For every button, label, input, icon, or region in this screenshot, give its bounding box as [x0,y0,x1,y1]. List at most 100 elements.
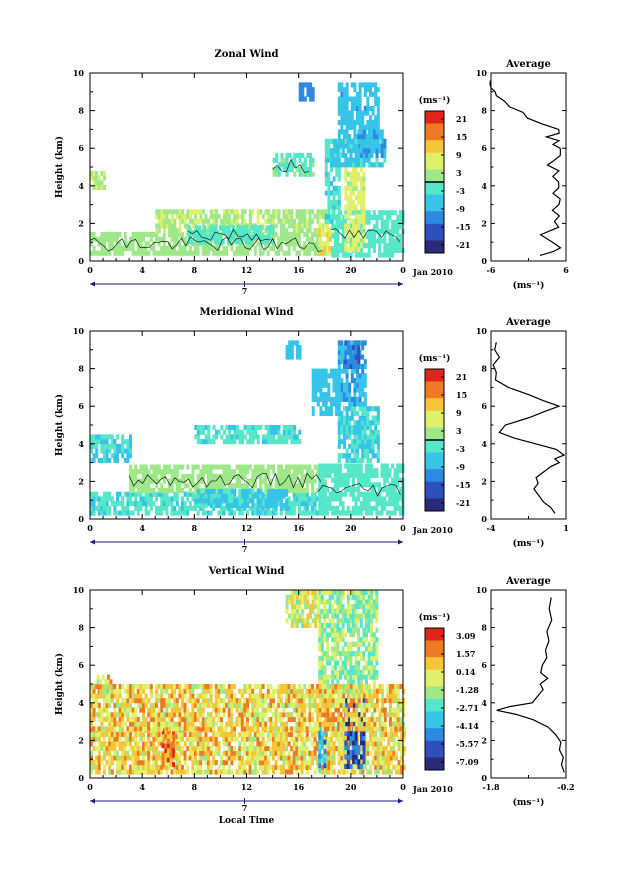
heatmap-cell [123,736,127,742]
heatmap-cell [365,219,369,225]
heatmap-cell [328,250,332,256]
heatmap-cell [349,754,353,760]
heatmap-cell [323,679,327,685]
heatmap-cell [396,233,400,239]
heatmap-cell [285,488,289,494]
heatmap-cell [323,599,327,605]
heatmap-cell [264,498,268,504]
heatmap-cell [337,167,341,173]
heatmap-cell [343,443,346,449]
heatmap-cell [246,493,250,499]
heatmap-cell [201,501,205,507]
heatmap-cell [237,234,241,240]
heatmap-cell [345,378,349,384]
heatmap-cell [305,764,309,770]
heatmap-cell [341,646,345,652]
heatmap-cell [363,439,367,445]
heatmap-cell [337,741,341,747]
heatmap-cell [388,496,392,502]
heatmap-cell [326,613,329,619]
heatmap-cell [305,510,309,516]
heatmap-cell [309,87,313,93]
heatmap-cell [333,148,337,154]
heatmap-cell [363,82,367,88]
heatmap-cell [92,434,96,440]
heatmap-cell [389,750,393,756]
colorbar-segment [425,119,444,125]
heatmap-cell [303,218,307,224]
heatmap-cell [186,510,190,516]
heatmap-cell [243,464,247,470]
heatmap-cell [230,503,234,509]
heatmap-cell [298,349,302,355]
heatmap-cell [282,439,286,445]
heatmap-cell [152,488,156,494]
heatmap-cell [376,124,380,130]
heatmap-cell [336,632,340,638]
heatmap-cell [204,469,208,475]
heatmap-cell [339,482,342,488]
heatmap-cell [282,503,286,509]
heatmap-cell [161,733,165,739]
heatmap-cell [253,764,257,770]
heatmap-cell [362,740,366,746]
heatmap-cell [327,410,331,416]
heatmap-cell [318,679,322,685]
heatmap-cell [344,157,348,163]
heatmap-cell [341,229,345,235]
heatmap-cell [269,483,273,489]
heatmap-cell [336,594,340,600]
heatmap-cell [344,162,348,168]
heatmap-cell [362,472,366,478]
heatmap-cell [165,214,169,220]
heatmap-cell [260,239,264,245]
heatmap-cell [258,234,261,240]
heatmap-cell [160,246,164,252]
heatmap-cell [331,590,335,596]
heatmap-cell [350,457,354,463]
heatmap-cell [173,510,177,516]
heatmap-cell [233,498,237,504]
heatmap-cell [316,496,320,502]
heatmap-cell [391,247,395,253]
heatmap-cell [274,425,278,431]
heatmap-cell [139,769,143,775]
heatmap-cell [178,755,182,761]
heatmap-cell [261,439,265,445]
heatmap-cell [354,359,358,365]
heatmap-cell [131,236,135,242]
heatmap-cell [251,741,255,747]
profile-line [492,342,566,514]
heatmap-cell [207,464,211,470]
heatmap-cell [228,493,232,499]
heatmap-cell [277,241,281,247]
colorbar-segment [425,248,444,254]
heatmap-cell [308,469,312,475]
heatmap-cell [303,741,307,747]
heatmap-cell [366,87,370,93]
heatmap-cell [97,180,101,186]
heatmap-cell [367,138,371,144]
heatmap-cell [380,219,384,225]
heatmap-cell [90,769,93,775]
heatmap-cell [349,463,353,469]
heatmap-cell [378,134,382,140]
heatmap-cell [345,373,349,379]
heatmap-cell [319,373,323,379]
heatmap-cell [367,477,371,483]
heatmap-cell [395,769,398,775]
heatmap-cell [90,764,93,770]
heatmap-cell [103,505,106,511]
heatmap-cell [337,746,341,752]
heatmap-cell [186,746,190,752]
heatmap-cell [296,152,299,158]
heatmap-cell [332,755,336,761]
heatmap-cell [272,157,276,163]
heatmap-cell [207,246,210,252]
heatmap-cell [280,439,284,445]
heatmap-cell [228,209,231,215]
heatmap-cell [348,420,352,426]
heatmap-cell [134,731,138,737]
heatmap-cell [396,472,400,478]
heatmap-cell [371,736,375,742]
